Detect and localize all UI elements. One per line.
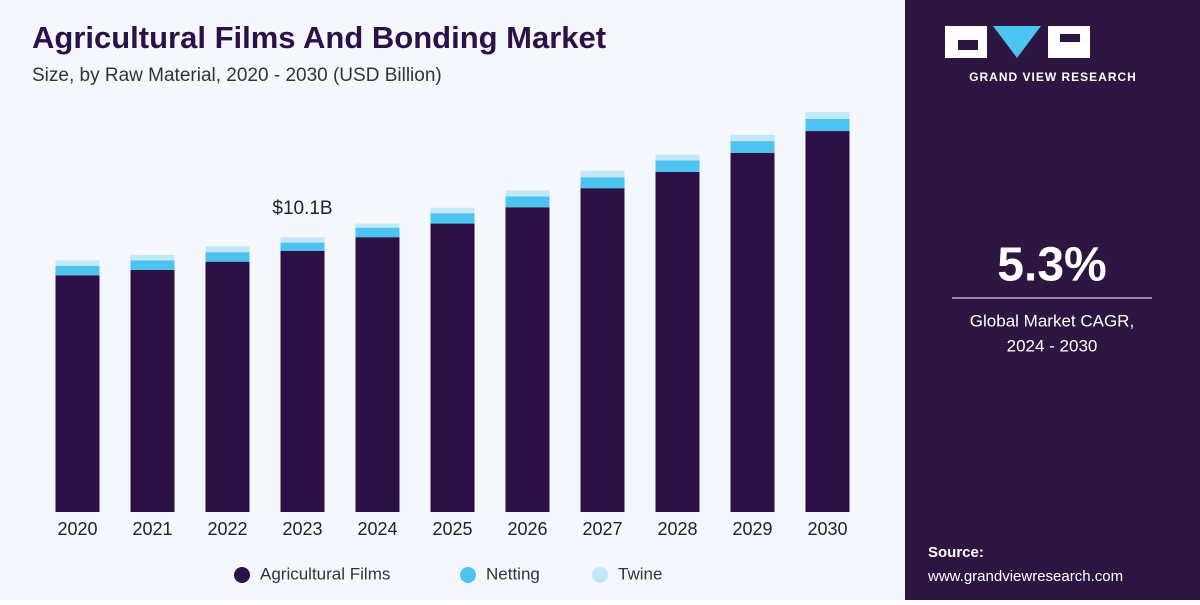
bar-segment [55,260,100,266]
bar-segment [130,260,175,270]
bar-segment [205,261,250,512]
bar-segment [805,118,850,132]
legend-marker [234,567,250,583]
bar-segment [805,112,850,119]
bar-segment [505,196,550,208]
cagr-period: 2024 - 2030 [1007,336,1098,355]
x-tick-label: 2021 [132,519,172,539]
bar-segment [205,246,250,253]
bar-segment [280,237,325,243]
bar-segment [355,237,400,512]
cagr-value: 5.3% [997,239,1106,292]
source-label: Source: [928,544,984,561]
x-tick-label: 2029 [732,519,772,539]
bar-segment [55,275,100,512]
bar-segment [655,171,700,512]
bar-segment [430,213,475,224]
bar-segment [580,188,625,512]
annotation: $10.1B [272,198,332,219]
bar-segment [655,154,700,161]
bar-segment [805,131,850,513]
x-tick-label: 2028 [657,519,697,539]
legend-label: Agricultural Films [260,564,390,583]
x-tick-label: 2027 [582,519,622,539]
bar-segment [505,207,550,512]
bar-segment [730,141,775,153]
bar-segment [280,242,325,251]
x-tick-label: 2024 [357,519,397,539]
chart-title: Agricultural Films And Bonding Market [32,20,606,55]
x-tick-label: 2026 [507,519,547,539]
bar-segment [430,207,475,214]
legend-label: Netting [486,564,540,583]
bar-segment [430,223,475,512]
x-tick-label: 2023 [282,519,322,539]
legend-marker [460,567,476,583]
legend-marker [592,567,608,583]
x-tick-label: 2030 [807,519,847,539]
legend-label: Twine [618,564,662,583]
bar-segment [580,177,625,189]
chart-subtitle: Size, by Raw Material, 2020 - 2030 (USD … [32,65,442,86]
bar-segment [580,170,625,178]
bar-segment [130,254,175,261]
x-tick-label: 2025 [432,519,472,539]
x-tick-label: 2020 [57,519,97,539]
logo [945,26,1090,58]
bar-segment [355,223,400,228]
cagr-label: Global Market CAGR, [970,311,1134,330]
bar-segment [730,134,775,142]
x-tick-label: 2022 [207,519,247,539]
brand: GRAND VIEW RESEARCH [969,70,1137,84]
bar-segment [280,250,325,512]
bar-segment [730,152,775,512]
bar-segment [205,252,250,262]
bar-segment [505,190,550,197]
sidebar-background [905,0,1200,600]
bar-segment [55,265,100,276]
bar-segment [655,160,700,172]
source-url: www.grandviewresearch.com [927,568,1123,585]
bar-segment [130,269,175,512]
bar-segment [355,227,400,238]
